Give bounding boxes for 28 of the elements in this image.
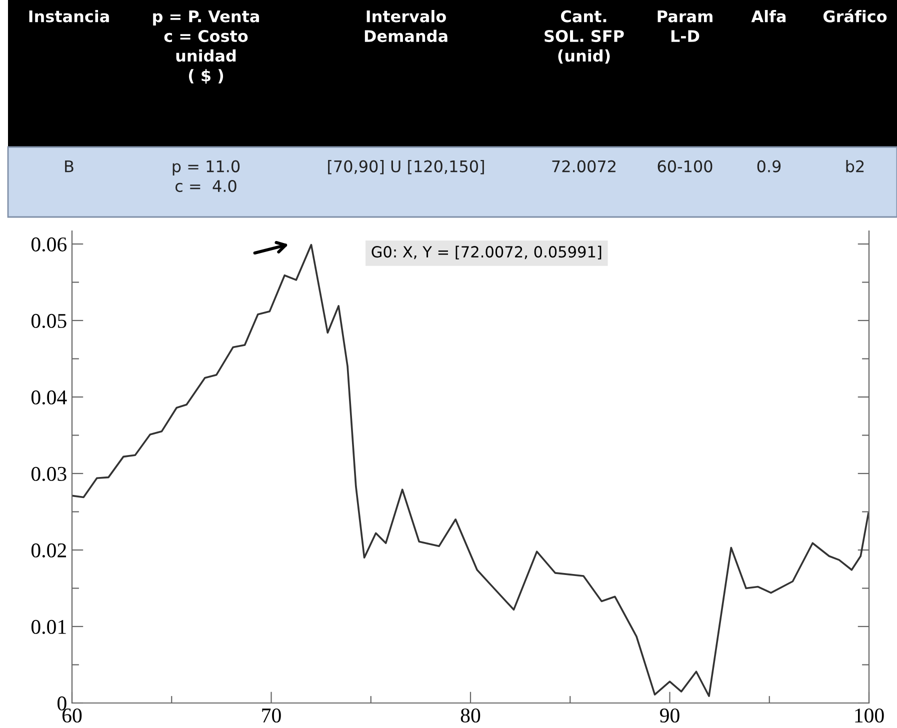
text: 72.0072 (552, 160, 616, 172)
y-tick-label: 0.04 (31, 390, 67, 405)
x-tick-label: 70 (262, 708, 281, 723)
line-series (72, 244, 869, 698)
annotation: G0: X, Y = [72.0072, 0.05991] (372, 246, 602, 260)
text: 0.9 (757, 160, 781, 172)
x-tick-label: 90 (660, 708, 680, 723)
x-tick-label: 80 (460, 708, 480, 723)
text: p = P. Venta c = Costo unidad ( $ ) (153, 10, 259, 84)
y-tick-label: 0.02 (31, 543, 66, 558)
text: 60-100 (658, 160, 712, 172)
text: B (65, 160, 74, 172)
text: b2 (846, 160, 864, 172)
y-tick-label: 0.03 (31, 466, 66, 482)
x-tick-label: 100 (855, 708, 884, 723)
y-tick-label: 0.01 (31, 620, 66, 634)
text: Alfa (751, 10, 786, 22)
text: Gráfico (823, 9, 887, 22)
text: Intervalo Demanda (364, 10, 448, 42)
y-tick-label: 0.06 (31, 237, 67, 252)
text: p = 11.0 c = 4.0 (172, 160, 240, 192)
text: Param L-D (658, 10, 712, 42)
y-tick-label: 0 (58, 696, 66, 710)
text: Cant. SOL. SFP (unid) (544, 10, 624, 64)
text: [70,90] U [120,150] (328, 160, 484, 174)
y-tick-label: 0.05 (31, 314, 66, 328)
x-tick-label: 60 (62, 708, 82, 723)
text: Instancia (29, 10, 109, 22)
